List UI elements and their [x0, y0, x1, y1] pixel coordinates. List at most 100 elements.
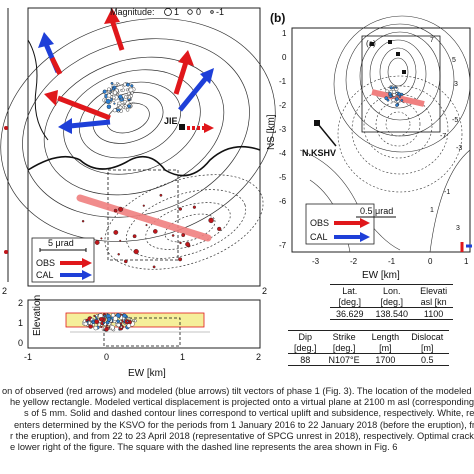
earthquake-marker: [81, 219, 85, 223]
earthquake-marker: [394, 97, 399, 102]
xlabel-b: EW [km]: [362, 270, 400, 281]
table-cell: 88: [288, 353, 323, 366]
table-unit: asl [kn: [420, 296, 447, 307]
station-jie-label: JIE: [164, 116, 178, 126]
ylabel-ns: NS [km]: [266, 114, 277, 150]
obs-arrow: [49, 56, 63, 76]
earthquake-marker: [208, 217, 214, 224]
earthquake-marker: [92, 323, 95, 327]
earthquake-marker: [85, 318, 89, 322]
table-header: Dislocat: [405, 330, 450, 342]
earthquake-marker: [113, 102, 116, 105]
earthquake-cluster-a: [81, 82, 222, 269]
obs-arrow: [173, 61, 189, 95]
earthquake-marker: [395, 103, 399, 107]
obs-arrow-head: [178, 50, 194, 66]
caption-line: r the eruption), and from 22 to 23 April…: [10, 430, 474, 441]
right-tick-label: 2: [2, 286, 7, 296]
earthquake-marker: [145, 224, 148, 227]
xtick: -1: [388, 257, 396, 266]
earthquake-marker: [116, 103, 120, 107]
earthquake-marker: [118, 105, 123, 110]
cal-arrow-head: [38, 32, 54, 48]
earthquake-marker: [152, 229, 158, 234]
earthquake-marker: [127, 317, 131, 320]
earthquake-marker: [395, 86, 398, 89]
earthquake-marker: [100, 237, 103, 240]
contour-label: -1: [444, 189, 450, 196]
table-cell: N107°E: [322, 353, 366, 366]
earthquake-marker: [134, 319, 137, 323]
magnitude-value-3: -1: [216, 7, 224, 17]
legend-cal-label-a: CAL: [36, 270, 54, 280]
station-marker: [402, 70, 406, 74]
earthquake-marker: [112, 98, 116, 102]
earthquake-marker: [102, 321, 106, 325]
xlabel-a: EW [km]: [128, 368, 166, 379]
ytick: 1: [282, 29, 287, 38]
earthquake-marker: [132, 234, 137, 239]
earthquake-marker: [107, 90, 110, 94]
earthquake-marker: [105, 324, 108, 327]
earthquake-marker: [93, 314, 96, 317]
magnitude-value-1: 1: [174, 7, 179, 17]
earthquake-marker: [104, 326, 109, 332]
earthquake-marker: [127, 104, 132, 109]
earthquake-marker: [101, 328, 104, 331]
ytick: 0: [282, 53, 287, 62]
earthquake-marker: [88, 324, 93, 329]
earthquake-marker: [181, 233, 186, 238]
earthquake-marker: [4, 126, 8, 130]
earthquake-marker: [121, 88, 125, 92]
earthquake-marker: [119, 239, 122, 242]
xtick: -2: [350, 257, 358, 266]
earthquake-marker: [118, 94, 123, 100]
station-kshv-marker: [314, 120, 320, 126]
earthquake-marker: [99, 317, 104, 322]
station-marker: [388, 40, 392, 44]
earthquake-marker: [130, 91, 134, 95]
earthquake-marker: [117, 253, 120, 256]
earthquake-marker: [118, 206, 124, 212]
tilt-arrows-a: [38, 8, 214, 134]
xtick: 0: [428, 257, 433, 266]
obs-arrow-head: [204, 123, 214, 133]
inset-square: [361, 35, 441, 133]
earthquake-cluster-section: [81, 312, 137, 332]
ytick: -5: [279, 173, 287, 182]
earthquake-marker: [130, 318, 133, 322]
earthquake-marker: [117, 83, 121, 87]
obs-arrow: [109, 19, 125, 51]
legend-obs-arrow-head: [360, 218, 370, 228]
ytick: -1: [279, 77, 287, 86]
ytick-0: 0: [18, 338, 23, 348]
earthquake-marker: [102, 89, 107, 94]
earthquake-marker: [111, 319, 114, 322]
earthquake-marker: [123, 99, 127, 104]
scale-label-a: 5 μrad: [48, 238, 74, 248]
earthquake-marker: [116, 319, 120, 324]
earthquake-marker: [159, 193, 163, 197]
contour-label: -7: [440, 133, 446, 140]
table-header: Lon.: [369, 284, 415, 296]
ytick-1: 1: [18, 318, 23, 328]
earthquake-marker: [152, 265, 156, 269]
earthquake-marker: [110, 92, 114, 96]
table-cell: 36.629: [330, 307, 370, 320]
earthquake-marker: [124, 259, 128, 264]
contour-label: -5: [452, 117, 458, 124]
obs-arrow-head: [44, 90, 58, 106]
crack-plane-a: [76, 194, 212, 242]
earthquake-marker: [112, 315, 118, 321]
cal-arrow: [69, 119, 111, 129]
earthquake-marker: [130, 84, 134, 88]
earthquake-marker: [120, 325, 123, 329]
earthquake-marker: [109, 327, 112, 331]
earthquake-marker: [128, 87, 134, 93]
earthquake-marker: [142, 204, 145, 207]
xtick-neg1: -1: [24, 352, 32, 362]
earthquake-marker: [126, 95, 130, 98]
earthquake-marker: [94, 240, 100, 245]
earthquake-marker: [391, 98, 396, 103]
earthquake-marker: [113, 208, 118, 213]
